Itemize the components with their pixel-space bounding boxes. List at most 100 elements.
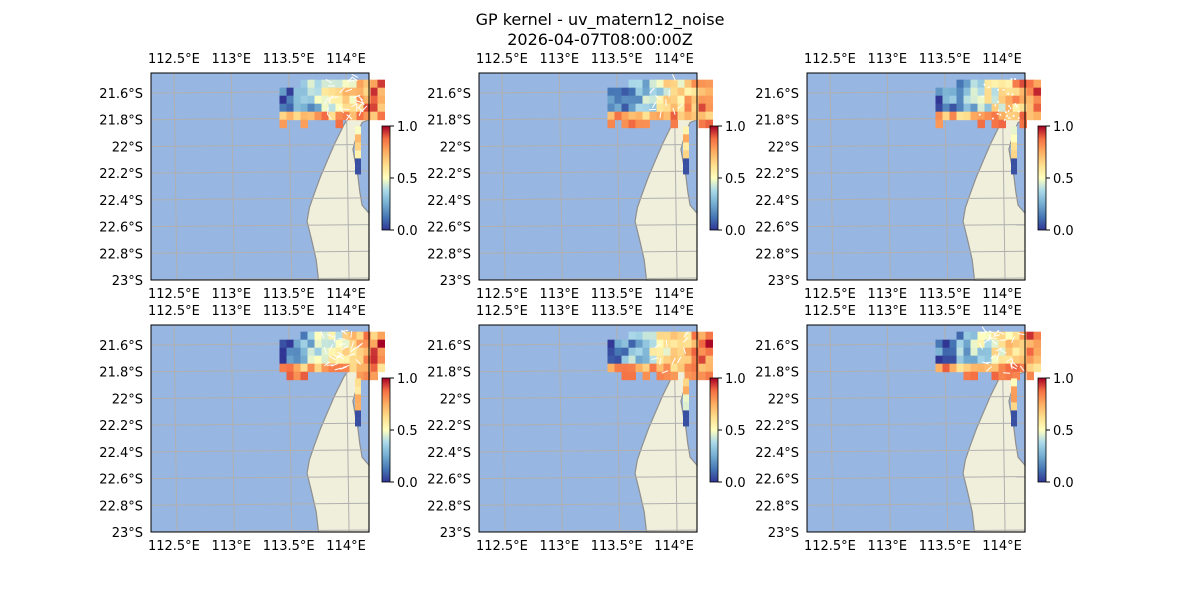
x-tick-label-top: 113°E — [868, 304, 908, 319]
gridline-lat — [478, 502, 698, 506]
heatmap-cell — [1012, 339, 1021, 349]
heatmap-cell — [1019, 119, 1028, 129]
heatmap-cell — [998, 103, 1007, 113]
heatmap-cell — [677, 111, 686, 121]
vector-arrow — [683, 347, 687, 355]
heatmap-cell — [698, 363, 707, 373]
x-tick-label-bottom: 114°E — [326, 287, 366, 302]
y-tick-label: 22.2°S — [427, 167, 471, 182]
vector-arrow — [683, 331, 689, 338]
heatmap-cell — [991, 103, 1000, 113]
heatmap-cell — [349, 87, 358, 97]
colorbar-tick-label: 1.0 — [725, 372, 746, 387]
heatmap-cell — [670, 371, 679, 381]
panel-frame — [150, 324, 370, 533]
heatmap-cell — [684, 371, 693, 381]
heatmap-cell — [1019, 111, 1028, 121]
gridline-lat — [478, 476, 698, 480]
heatmap-cell — [307, 95, 316, 105]
vector-arrow — [338, 354, 345, 360]
heatmap-cell — [321, 95, 330, 105]
heatmap-cell — [1012, 95, 1021, 105]
y-tick-label: 21.6°S — [755, 339, 799, 354]
vector-arrow — [328, 344, 334, 351]
heatmap-cell — [705, 87, 714, 97]
vector-arrow — [1005, 114, 1009, 118]
heatmap-cell — [935, 355, 944, 365]
y-tick-label: 22.8°S — [755, 499, 799, 514]
x-tick-label-top: 113.5°E — [591, 304, 643, 319]
heatmap-cell — [1019, 355, 1028, 365]
heatmap-cell — [628, 363, 637, 373]
y-tick-label: 21.8°S — [755, 114, 799, 129]
x-tick-label-top: 114°E — [982, 52, 1022, 67]
heatmap-cell — [1026, 111, 1035, 121]
heatmap-cell — [935, 347, 944, 357]
heatmap-cell — [656, 95, 665, 105]
gridline-lon — [558, 324, 563, 533]
heatmap-cell — [628, 79, 637, 89]
heatmap-cell — [370, 79, 379, 89]
heatmap-cell — [370, 87, 379, 97]
vector-arrow — [989, 336, 997, 340]
heatmap-cell — [1005, 363, 1014, 373]
heatmap-cell — [607, 347, 616, 357]
heatmap-cell — [279, 103, 288, 113]
x-tick-label-top: 113.5°E — [591, 52, 643, 67]
heatmap-cell — [970, 339, 979, 349]
vector-arrow — [1004, 111, 1008, 114]
colorbar-tick-label: 1.0 — [1053, 120, 1074, 135]
heatmap-cell — [314, 103, 323, 113]
heatmap-cell — [642, 95, 651, 105]
heatmap-cell — [963, 339, 972, 349]
gridline-lat — [806, 395, 1026, 399]
map-panel-4: 112.5°E 112.5°E 113°E 113°E 113.5°E 113.5°E 11… — [99, 304, 417, 554]
heatmap-cell — [349, 363, 358, 373]
heatmap-cell — [998, 363, 1007, 373]
heatmap-cell — [1012, 79, 1021, 89]
heatmap-cell — [998, 87, 1007, 97]
heatmap-cell — [977, 119, 986, 129]
vector-arrow — [676, 356, 682, 364]
heatmap-cell — [1012, 355, 1021, 365]
heatmap-cell — [349, 355, 358, 365]
heatmap-cell — [691, 363, 700, 373]
heatmap-cell — [1026, 355, 1035, 365]
vector-arrow — [334, 367, 342, 371]
heatmap-cell — [279, 87, 288, 97]
gridline-lat — [478, 422, 698, 426]
heatmap-cell — [935, 95, 944, 105]
gridline-lat — [150, 224, 370, 228]
colorbar-tick-label: 0.5 — [725, 424, 746, 439]
y-tick-label: 21.6°S — [427, 87, 471, 102]
heatmap-cell — [342, 363, 351, 373]
vector-arrow — [999, 113, 1002, 116]
heatmap-cell — [942, 103, 951, 113]
heatmap-cell — [1033, 355, 1042, 365]
vector-arrow — [333, 335, 336, 343]
heatmap-cell — [984, 331, 993, 341]
heatmap-cell — [286, 103, 295, 113]
heatmap-cell — [356, 111, 365, 121]
heatmap-cell — [656, 103, 665, 113]
heatmap-cell — [935, 111, 944, 121]
vector-arrow — [1010, 77, 1013, 81]
heatmap-cell — [293, 355, 302, 365]
vector-arrow — [350, 331, 353, 339]
heatmap-cell — [356, 371, 365, 381]
heatmap-cell — [321, 355, 330, 365]
heatmap-cell — [321, 347, 330, 357]
heatmap-cell — [705, 79, 714, 89]
heatmap-cell — [321, 331, 330, 341]
vector-arrow — [323, 347, 327, 355]
heatmap-cell — [977, 111, 986, 121]
heatmap-cell — [649, 111, 658, 121]
heatmap-cell — [1033, 95, 1042, 105]
heatmap-cell — [998, 111, 1007, 121]
heatmap-cell — [949, 339, 958, 349]
heatmap-cell — [677, 79, 686, 89]
heatmap-cell — [614, 111, 623, 121]
heatmap-cell — [942, 347, 951, 357]
heatmap-cell — [1033, 331, 1042, 341]
vector-arrow — [347, 76, 354, 82]
